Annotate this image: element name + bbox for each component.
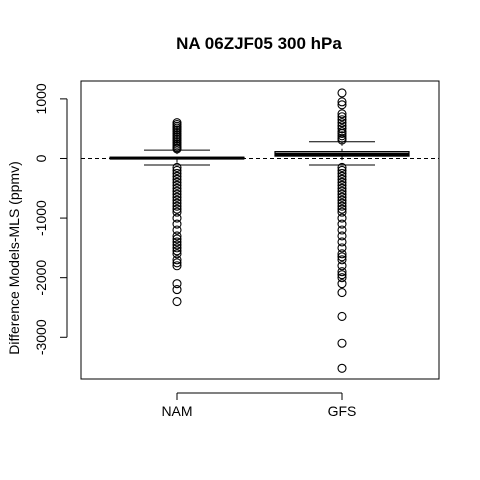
outlier-point <box>337 213 347 223</box>
outlier-point <box>337 273 347 283</box>
outlier-point <box>337 237 347 247</box>
outlier-point <box>337 270 347 280</box>
outlier-point <box>172 177 182 187</box>
outlier-point <box>337 219 347 229</box>
outlier-point <box>337 204 347 214</box>
y-axis: -3000 -2000 -1000 0 1000 <box>33 83 68 355</box>
outlier-point <box>337 100 347 110</box>
box-series <box>109 88 410 373</box>
outlier-point <box>172 192 182 202</box>
outlier-point <box>172 186 182 196</box>
outlier-point <box>337 198 347 208</box>
outlier-point <box>337 195 347 205</box>
outlier-point <box>172 231 182 241</box>
outlier-point <box>337 201 347 211</box>
outlier-point <box>172 189 182 199</box>
outlier-point <box>337 186 347 196</box>
outlier-point <box>337 177 347 187</box>
outlier-point <box>337 225 347 235</box>
outlier-point <box>337 183 347 193</box>
x-tick-label: GFS <box>328 403 357 419</box>
outlier-point <box>172 219 182 229</box>
outlier-point <box>172 174 182 184</box>
outlier-point <box>337 168 347 178</box>
outlier-point <box>337 171 347 181</box>
outlier-point <box>337 115 347 125</box>
outlier-point <box>172 201 182 211</box>
outlier-point <box>337 261 347 271</box>
outlier-point <box>172 225 182 235</box>
outlier-point <box>337 112 347 122</box>
outlier-point <box>337 174 347 184</box>
outlier-point <box>337 162 347 172</box>
outlier-point <box>172 261 182 271</box>
outlier-point <box>172 198 182 208</box>
outlier-point <box>172 237 182 247</box>
outlier-point <box>337 363 347 373</box>
outlier-point <box>337 180 347 190</box>
outlier-point <box>337 267 347 277</box>
box-gfs <box>274 88 410 373</box>
outlier-point <box>172 285 182 295</box>
outlier-point <box>337 118 347 128</box>
chart-title: NA 06ZJF05 300 hPa <box>176 34 342 53</box>
outlier-point <box>172 258 182 268</box>
outlier-point <box>337 279 347 289</box>
plot-area <box>80 80 440 380</box>
outlier-point <box>337 128 347 138</box>
box-nam <box>109 118 245 307</box>
outlier-point <box>337 288 347 298</box>
outlier-point <box>337 249 347 259</box>
outlier-point <box>172 249 182 259</box>
x-axis: NAM GFS <box>161 392 357 419</box>
outlier-point <box>337 252 347 262</box>
outlier-point <box>172 246 182 256</box>
outlier-point <box>172 234 182 244</box>
outlier-point <box>172 204 182 214</box>
y-tick-label: -3000 <box>33 319 49 355</box>
outlier-point <box>337 135 347 145</box>
y-tick-label: 1000 <box>33 83 49 114</box>
outlier-point <box>172 171 182 181</box>
outlier-point <box>337 124 347 134</box>
y-axis-label: Difference Models-MLS (ppmv) <box>6 161 22 354</box>
outlier-point <box>172 296 182 307</box>
outlier-point <box>172 207 182 217</box>
outlier-point <box>172 279 182 289</box>
outlier-point <box>337 207 347 217</box>
outlier-point <box>337 165 347 175</box>
outlier-point <box>172 213 182 223</box>
outlier-point <box>172 255 182 265</box>
outlier-point <box>337 131 347 141</box>
y-tick-label: -1000 <box>33 200 49 236</box>
outlier-point <box>172 243 182 253</box>
y-tick-label: -2000 <box>33 260 49 296</box>
outlier-point <box>172 144 182 154</box>
outlier-point <box>172 195 182 205</box>
outlier-point <box>337 189 347 199</box>
outlier-point <box>172 162 182 172</box>
outlier-point <box>337 109 347 119</box>
outlier-point <box>172 168 182 178</box>
outlier-point <box>172 240 182 250</box>
outlier-point <box>172 165 182 175</box>
outlier-point <box>337 88 347 98</box>
y-tick-label: 0 <box>33 154 49 162</box>
outlier-point <box>172 183 182 193</box>
outlier-point <box>337 231 347 241</box>
x-tick-label: NAM <box>161 403 192 419</box>
outlier-point <box>337 338 347 348</box>
outlier-point <box>337 192 347 202</box>
outlier-point <box>337 243 347 253</box>
outlier-point <box>337 97 347 107</box>
outlier-point <box>172 180 182 190</box>
outlier-point <box>337 311 347 321</box>
outlier-point <box>337 255 347 265</box>
